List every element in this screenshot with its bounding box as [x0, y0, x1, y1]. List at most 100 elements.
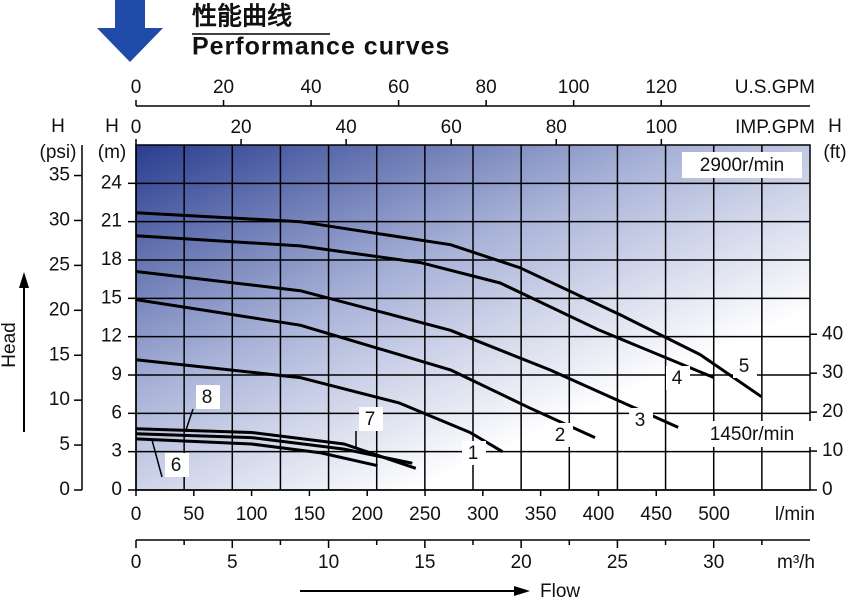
psi-tick-label: 5 [59, 434, 70, 455]
curve-label: 8 [202, 387, 213, 408]
imp-gpm-tick-label: 100 [645, 117, 677, 138]
plot-frame [135, 144, 811, 491]
m-axis-unit: (m) [98, 142, 126, 163]
lmin-tick-label: 150 [294, 504, 326, 525]
m-tick-label: 24 [101, 172, 123, 193]
curve [135, 234, 715, 379]
psi-tick-label: 25 [49, 254, 70, 275]
curve-label: 4 [672, 368, 683, 389]
imp-gpm-tick-label: 20 [230, 117, 251, 138]
label-box [359, 407, 383, 431]
curve [135, 211, 763, 398]
m-tick-label: 15 [101, 287, 122, 308]
imp-gpm-label: IMP.GPM [735, 117, 815, 138]
ft-tick-label: 20 [822, 401, 843, 422]
speed-annotation: 2900r/min [700, 155, 785, 176]
m3h-tick-label: 15 [414, 552, 435, 573]
label-box [549, 423, 573, 447]
curve [135, 437, 378, 468]
psi-tick-label: 20 [49, 299, 70, 320]
curve [135, 270, 679, 429]
head-label: Head [0, 322, 20, 367]
m-axis-label: H [105, 116, 119, 137]
ft-tick-label: 40 [822, 323, 843, 344]
m3h-tick-label: 10 [318, 552, 339, 573]
us-gpm-tick-label: 60 [388, 77, 409, 98]
lmin-tick-label: 350 [525, 504, 557, 525]
m3h-tick-label: 0 [131, 552, 142, 573]
lmin-tick-label: 250 [409, 504, 441, 525]
us-gpm-tick-label: 120 [645, 77, 677, 98]
psi-tick-label: 0 [59, 479, 70, 500]
us-gpm-tick-label: 20 [213, 77, 234, 98]
label-box [666, 366, 690, 390]
imp-gpm-tick-label: 80 [546, 117, 567, 138]
us-gpm-tick-label: 80 [476, 77, 497, 98]
ft-tick-label: 30 [822, 362, 843, 383]
m-tick-label: 0 [111, 479, 122, 500]
imp-gpm-tick-label: 40 [336, 117, 357, 138]
label-box [733, 354, 757, 378]
m3h-label: m³/h [777, 552, 815, 573]
flow-arrowhead [514, 586, 530, 596]
curve [135, 298, 596, 439]
psi-tick-label: 10 [49, 389, 70, 410]
lmin-tick-label: 500 [698, 504, 730, 525]
curve-label: 5 [739, 356, 750, 377]
curve-label: 1 [468, 443, 479, 464]
psi-tick-label: 35 [49, 165, 70, 186]
lmin-tick-label: 450 [640, 504, 672, 525]
m-tick-label: 6 [111, 402, 122, 423]
m-tick-label: 3 [111, 441, 122, 462]
label-leader [185, 408, 194, 431]
arrow-icon [97, 0, 163, 62]
label-box [196, 385, 220, 409]
chart-title: 性能曲线 [192, 2, 292, 31]
us-gpm-tick-label: 40 [300, 77, 321, 98]
flow-label: Flow [540, 581, 580, 602]
m3h-tick-label: 25 [607, 552, 628, 573]
m-tick-label: 21 [101, 211, 122, 232]
lmin-tick-label: 0 [131, 504, 142, 525]
us-gpm-label: U.S.GPM [735, 77, 815, 98]
curve-label: 3 [635, 410, 646, 431]
m-tick-label: 12 [101, 326, 122, 347]
ft-axis-unit: (ft) [823, 142, 846, 163]
head-arrowhead [19, 272, 29, 288]
m3h-tick-label: 20 [511, 552, 532, 573]
curve [135, 432, 413, 465]
label-box [165, 453, 189, 477]
imp-gpm-tick-label: 60 [441, 117, 462, 138]
lmin-label: l/min [775, 504, 815, 525]
lmin-tick-label: 100 [236, 504, 268, 525]
lmin-tick-label: 400 [583, 504, 615, 525]
m3h-tick-label: 5 [227, 552, 238, 573]
us-gpm-tick-label: 100 [558, 77, 590, 98]
curve [135, 358, 504, 453]
lmin-tick-label: 50 [183, 504, 204, 525]
psi-axis-unit: (psi) [40, 142, 77, 163]
label-box [629, 408, 653, 432]
ft-tick-label: 10 [822, 440, 843, 461]
annotation-box [692, 421, 812, 447]
psi-tick-label: 30 [49, 209, 70, 230]
annotation-box [682, 152, 802, 178]
m-tick-label: 18 [101, 249, 122, 270]
psi-tick-label: 15 [49, 344, 70, 365]
speed-annotation: 1450r/min [710, 424, 795, 445]
m-tick-label: 9 [111, 364, 122, 385]
lmin-tick-label: 300 [467, 504, 499, 525]
us-gpm-tick-label: 0 [131, 77, 142, 98]
psi-axis-label: H [51, 116, 65, 137]
chart-subtitle: Performance curves [192, 33, 450, 61]
imp-gpm-tick-label: 0 [131, 117, 142, 138]
label-leader [151, 439, 163, 478]
label-box [462, 441, 486, 465]
ft-axis-label: H [828, 116, 842, 137]
m3h-tick-label: 30 [703, 552, 724, 573]
ft-tick-label: 0 [822, 479, 833, 500]
curve-label: 2 [555, 425, 566, 446]
lmin-tick-label: 200 [351, 504, 383, 525]
